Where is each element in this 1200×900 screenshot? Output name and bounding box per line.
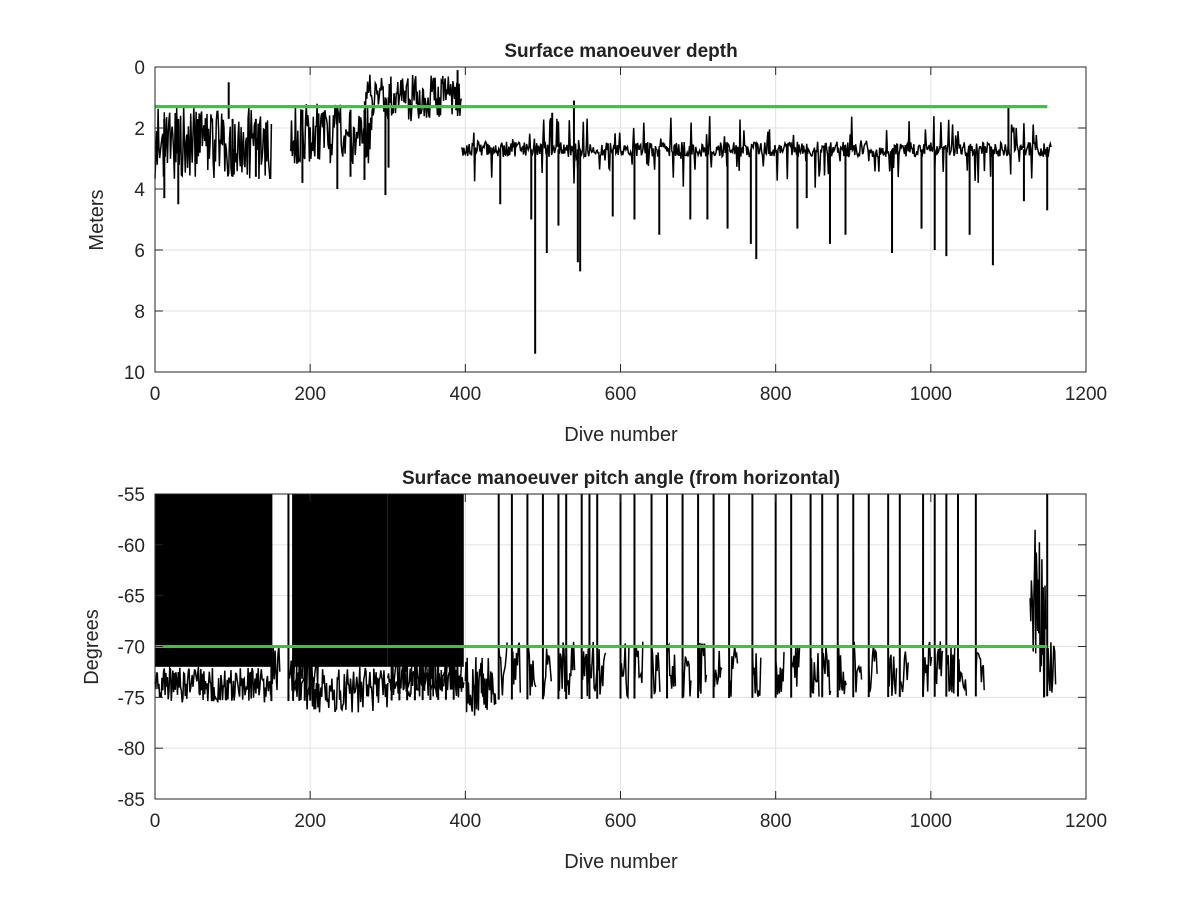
x-tick-label: 0	[150, 384, 161, 405]
x-tick-label: 400	[449, 811, 481, 832]
x-tick-label: 200	[294, 811, 326, 832]
pitch-cluster	[1029, 529, 1047, 698]
pitch-burst	[774, 651, 785, 695]
pitch-burst	[633, 641, 644, 692]
x-tick-label: 1000	[910, 811, 952, 832]
pitch-burst	[751, 649, 762, 697]
depth-chart-xlabel: Dive number	[564, 424, 678, 446]
pitch-burst	[681, 656, 692, 698]
pitch-dense-block	[387, 494, 464, 667]
pitch-burst	[899, 651, 909, 693]
pitch-chart-ticks: 0 200 400 600 800 1000 1200 -55 -60 -65 -70 -75 -80 -…	[118, 485, 1108, 832]
pitch-chart-xlabel: Dive number	[564, 851, 678, 873]
pitch-dense-block	[293, 494, 388, 667]
pitch-burst	[650, 645, 661, 695]
depth-trace	[154, 107, 273, 180]
pitch-burst	[957, 659, 968, 696]
x-tick-label: 800	[760, 811, 792, 832]
depth-chart-ylabel: Meters	[86, 189, 108, 250]
pitch-burst	[497, 642, 508, 696]
y-tick-label: 6	[134, 241, 145, 262]
pitch-burst	[809, 653, 820, 697]
x-tick-label: 0	[150, 811, 161, 832]
pitch-burst	[309, 643, 320, 698]
y-tick-label: -60	[118, 536, 145, 557]
y-tick-label: 4	[134, 180, 145, 201]
pitch-burst	[922, 641, 933, 695]
y-tick-label: 2	[134, 119, 145, 140]
x-tick-label: 1000	[910, 384, 952, 405]
pitch-burst	[852, 641, 863, 693]
y-tick-label: -65	[118, 587, 145, 608]
pitch-burst	[713, 650, 723, 687]
x-tick-label: 600	[605, 384, 637, 405]
pitch-burst	[526, 645, 537, 696]
pitch-burst	[887, 654, 898, 696]
pitch-chart: Surface manoeuver pitch angle (from hori…	[81, 468, 1107, 873]
pitch-burst	[868, 646, 878, 693]
pitch-burst	[975, 652, 985, 691]
pitch-burst	[1046, 642, 1057, 693]
pitch-chart-ylabel: Degrees	[81, 609, 103, 685]
pitch-burst	[933, 641, 944, 685]
pitch-burst	[728, 645, 739, 697]
pitch-burst	[270, 645, 281, 691]
x-tick-label: 1200	[1065, 384, 1107, 405]
depth-trace	[363, 74, 463, 122]
y-tick-label: -55	[118, 485, 145, 506]
x-tick-label: 600	[605, 811, 637, 832]
depth-chart-plot-area	[154, 70, 1052, 354]
pitch-burst	[821, 646, 832, 696]
y-tick-label: -80	[118, 739, 145, 760]
x-tick-label: 200	[294, 384, 326, 405]
pitch-burst	[298, 646, 309, 695]
pitch-burst	[945, 645, 956, 694]
x-tick-label: 800	[760, 384, 792, 405]
pitch-burst	[619, 643, 630, 700]
pitch-burst	[452, 648, 463, 698]
x-tick-label: 1200	[1065, 811, 1107, 832]
y-tick-label: 10	[124, 363, 145, 384]
y-tick-label: 0	[134, 58, 145, 79]
depth-chart-ticks: 0 200 400 600 800 1000 1200 0 2 4 6 8 10	[124, 58, 1107, 405]
y-tick-label: -75	[118, 688, 145, 709]
pitch-dense-block	[155, 494, 272, 667]
y-tick-label: -85	[118, 790, 145, 811]
pitch-chart-title: Surface manoeuver pitch angle (from hori…	[402, 468, 840, 489]
pitch-cluster	[464, 657, 497, 716]
pitch-burst	[511, 642, 522, 693]
y-tick-label: -70	[118, 638, 145, 659]
x-tick-label: 400	[449, 384, 481, 405]
pitch-burst	[790, 645, 801, 687]
depth-chart-title: Surface manoeuver depth	[504, 41, 737, 62]
pitch-burst	[697, 642, 708, 694]
pitch-chart-plot-area	[154, 494, 1057, 716]
pitch-burst	[565, 641, 576, 696]
y-tick-label: 8	[134, 302, 145, 323]
pitch-burst	[542, 648, 553, 697]
pitch-burst	[666, 642, 677, 689]
pitch-block-edge	[154, 665, 273, 703]
depth-chart: Surface manoeuver depth 0 200 400 600 800 100…	[86, 41, 1107, 446]
pitch-burst	[596, 649, 607, 695]
pitch-burst	[836, 643, 847, 695]
depth-trace	[290, 103, 373, 165]
